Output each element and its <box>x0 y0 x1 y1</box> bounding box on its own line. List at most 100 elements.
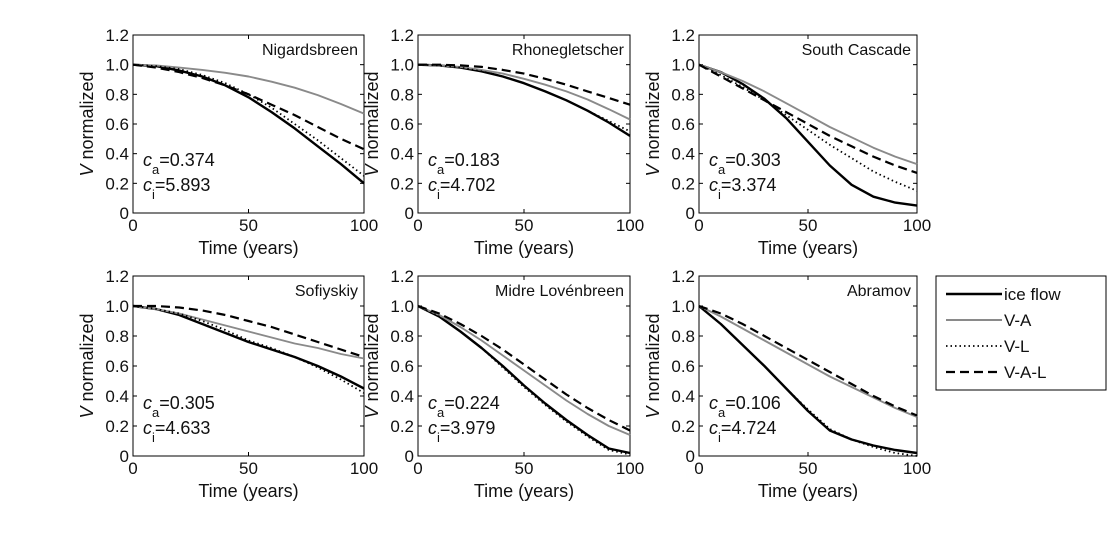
y-tick-label: 0.2 <box>105 174 129 193</box>
series-line-ice-flow <box>698 63 918 207</box>
series-line-v-a <box>698 305 918 418</box>
x-axis-label: Time (years) <box>474 481 574 501</box>
y-axis-label: V normalized <box>362 313 382 418</box>
y-tick-label: 0.2 <box>105 417 129 436</box>
panel-2: 0 0.2 0.4 0.6 0.8 1.0 1.2 0 50 100 Time (years) V n… <box>362 26 644 258</box>
y-axis-label-text: normalized <box>77 313 97 406</box>
y-tick-label: 0.2 <box>390 417 414 436</box>
axes-frame <box>132 34 365 214</box>
axes-frame <box>417 275 631 457</box>
series-line-v-a-l <box>698 304 918 417</box>
y-axis-label-symbol: V <box>362 163 382 177</box>
y-axis-label-text: normalized <box>77 71 97 164</box>
x-axis-label: Time (years) <box>758 238 858 258</box>
x-tick-label: 100 <box>616 459 644 478</box>
panel-title: Abramov <box>847 283 911 300</box>
y-axis-label-symbol: V <box>77 163 97 177</box>
axes-frame <box>132 275 365 457</box>
y-tick-label: 0.8 <box>105 327 129 346</box>
y-tick-label: 0.6 <box>671 357 695 376</box>
y-axis-label: V normalized <box>643 313 663 418</box>
ci-label: ci=4.633 <box>143 418 210 445</box>
y-tick-label: 1.2 <box>671 267 695 286</box>
series-line-v-a <box>417 305 631 436</box>
ci-label: ci=5.893 <box>143 175 210 202</box>
axes-frame <box>698 275 918 457</box>
y-tick-label: 0.6 <box>390 115 414 134</box>
x-tick-label: 100 <box>350 459 378 478</box>
series-line-v-l <box>698 305 918 457</box>
x-tick-label: 100 <box>350 216 378 235</box>
y-tick-label: 0 <box>686 447 695 466</box>
x-tick-label: 0 <box>694 216 703 235</box>
y-tick-label: 1.0 <box>105 297 129 316</box>
x-tick-label: 100 <box>903 459 931 478</box>
axes-frame <box>698 34 918 214</box>
y-axis-label: V normalized <box>77 313 97 418</box>
panel-3: 0 0.2 0.4 0.6 0.8 1.0 1.2 0 50 100 Time (years) V n… <box>643 26 931 258</box>
legend: ice flow V-A V-L V-A-L <box>935 275 1107 391</box>
y-tick-label: 0.2 <box>671 417 695 436</box>
y-axis-label-symbol: V <box>362 405 382 419</box>
y-tick-label: 1.2 <box>105 26 129 45</box>
y-tick-label: 0 <box>120 204 129 223</box>
ci-label: ci=3.374 <box>709 175 776 202</box>
x-tick-label: 0 <box>128 216 137 235</box>
y-tick-label: 1.2 <box>671 26 695 45</box>
y-tick-label: 1.2 <box>390 267 414 286</box>
ci-label: ci=3.979 <box>428 418 495 445</box>
x-tick-label: 50 <box>799 459 818 478</box>
y-tick-label: 0.6 <box>671 115 695 134</box>
panel-title: South Cascade <box>802 42 912 59</box>
panel-5: 0 0.2 0.4 0.6 0.8 1.0 1.2 0 50 100 Time (years) V n… <box>362 267 644 501</box>
panel-title: Midre Lovénbreen <box>495 283 624 300</box>
y-tick-label: 1.0 <box>390 297 414 316</box>
series-line-ice-flow <box>698 305 918 455</box>
y-axis-label-text: normalized <box>362 313 382 406</box>
x-axis-label: Time (years) <box>198 481 298 501</box>
x-tick-label: 50 <box>515 459 534 478</box>
ci-label: ci=4.702 <box>428 175 495 202</box>
ca-label: ca=0.374 <box>143 150 215 177</box>
series-line-v-l <box>698 63 918 192</box>
legend-label: ice flow <box>1004 285 1061 304</box>
panel-title: Rhonegletscher <box>512 42 625 59</box>
y-tick-label: 0.4 <box>671 387 695 406</box>
y-tick-label: 0.8 <box>671 85 695 104</box>
ca-label: ca=0.303 <box>709 150 781 177</box>
y-tick-label: 0.8 <box>671 327 695 346</box>
y-tick-label: 0.4 <box>390 387 414 406</box>
ca-label: ca=0.183 <box>428 150 500 177</box>
series-line-v-l <box>417 63 631 133</box>
y-tick-label: 0.6 <box>105 357 129 376</box>
y-tick-label: 0.8 <box>105 85 129 104</box>
x-axis-label: Time (years) <box>758 481 858 501</box>
legend-label: V-A-L <box>1004 363 1047 382</box>
ci-label: ci=4.724 <box>709 418 776 445</box>
x-tick-label: 50 <box>515 216 534 235</box>
series-line-v-a <box>132 305 365 360</box>
panel-6: 0 0.2 0.4 0.6 0.8 1.0 1.2 0 50 100 Time (years) V n… <box>643 267 931 501</box>
x-tick-label: 50 <box>799 216 818 235</box>
y-axis-label: V normalized <box>77 71 97 176</box>
x-tick-label: 50 <box>239 216 258 235</box>
y-tick-label: 1.2 <box>390 26 414 45</box>
y-axis-label-symbol: V <box>77 405 97 419</box>
y-tick-label: 0.2 <box>390 174 414 193</box>
series-line-v-l <box>417 305 631 456</box>
series-line-v-a-l <box>132 63 365 151</box>
y-tick-label: 0.2 <box>671 174 695 193</box>
series-line-v-a <box>417 63 631 121</box>
y-axis-label-text: normalized <box>362 71 382 164</box>
ca-label: ca=0.305 <box>143 393 215 420</box>
x-tick-label: 100 <box>616 216 644 235</box>
y-tick-label: 0.6 <box>105 115 129 134</box>
x-tick-label: 0 <box>413 216 422 235</box>
y-tick-label: 1.0 <box>390 56 414 75</box>
y-axis-label-text: normalized <box>643 71 663 164</box>
x-axis-label: Time (years) <box>474 238 574 258</box>
y-axis-label: V normalized <box>643 71 663 176</box>
y-tick-label: 0.8 <box>390 327 414 346</box>
series-line-v-a <box>132 63 365 115</box>
y-tick-label: 0.8 <box>390 85 414 104</box>
